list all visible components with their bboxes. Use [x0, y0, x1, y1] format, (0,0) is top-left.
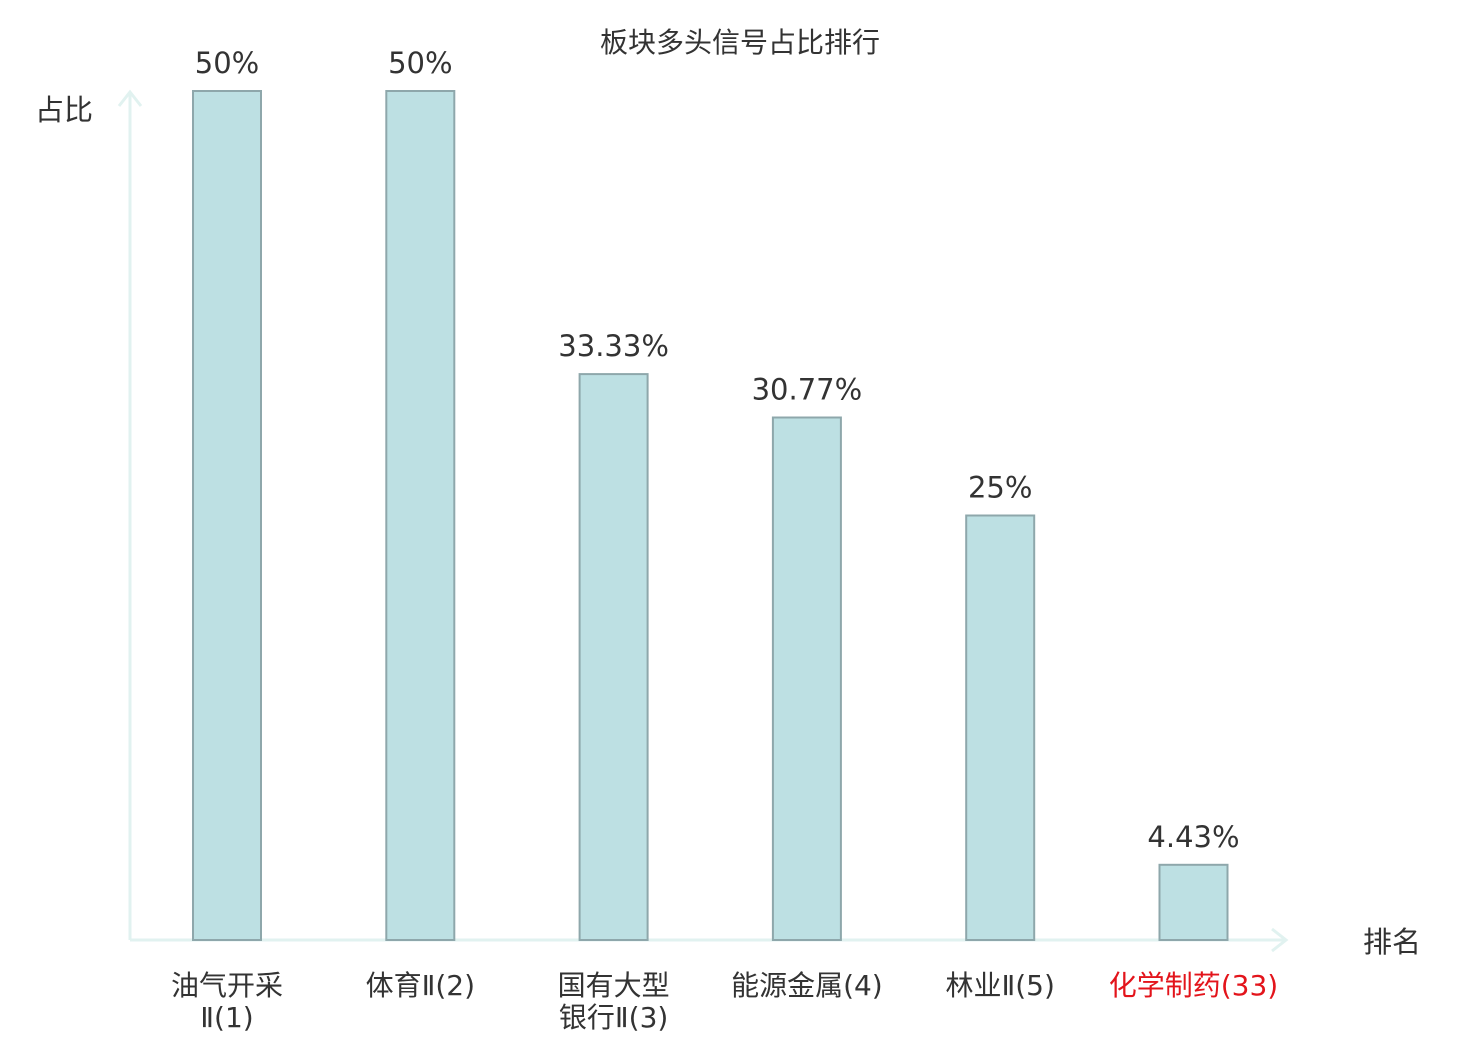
bar-value-label-3: 33.33% [558, 329, 669, 363]
x-axis-label: 排名 [1363, 925, 1421, 959]
category-label-5: 林业Ⅱ(5) [945, 969, 1054, 1002]
bar-value-label-4: 30.77% [752, 373, 863, 407]
category-label-1: 油气开采 Ⅱ(1) [171, 969, 283, 1034]
bar-6 [1158, 863, 1229, 941]
category-label-line: Ⅱ(1) [200, 1001, 253, 1034]
category-label-line: 体育Ⅱ(2) [366, 969, 475, 1002]
y-axis-arrow-icon [117, 89, 143, 107]
category-label-line: 油气开采 [171, 969, 283, 1002]
value-labels-group: 50% 50% 33.33% 30.77% 25% 4.43% [195, 46, 1240, 854]
category-label-2: 体育Ⅱ(2) [366, 969, 475, 1002]
y-axis-label: 占比 [35, 93, 93, 127]
bar-2 [385, 90, 456, 941]
category-label-line: 化学制药(33) [1109, 969, 1278, 1002]
bar-4 [771, 416, 842, 941]
bars-group [192, 90, 1229, 942]
chart-title: 板块多头信号占比排行 [600, 26, 880, 59]
category-label-3: 国有大型银行Ⅱ(3) [558, 969, 670, 1034]
bar-value-label-5: 25% [968, 471, 1032, 505]
category-label-line: 国有大型 [558, 969, 670, 1002]
category-label-4: 能源金属(4) [731, 969, 883, 1002]
category-label-6: 化学制药(33) [1109, 969, 1278, 1002]
category-label-line: 银行Ⅱ(3) [559, 1001, 668, 1034]
x-axis-arrow-icon [1271, 927, 1289, 953]
bar-value-label-2: 50% [388, 46, 452, 80]
category-labels-group: 油气开采 Ⅱ(1) 体育Ⅱ(2) 国有大型银行Ⅱ(3) 能源金属(4) 林业Ⅱ(5) 化学制… [171, 969, 1278, 1034]
bar-1 [192, 90, 262, 941]
axes [117, 89, 1289, 953]
category-label-line: 林业Ⅱ(5) [945, 969, 1054, 1002]
bar-5 [965, 514, 1036, 941]
bar-value-label-1: 50% [195, 46, 259, 80]
bar-3 [578, 373, 649, 942]
bar-value-label-6: 4.43% [1147, 820, 1239, 854]
category-label-line: 能源金属(4) [731, 969, 883, 1002]
